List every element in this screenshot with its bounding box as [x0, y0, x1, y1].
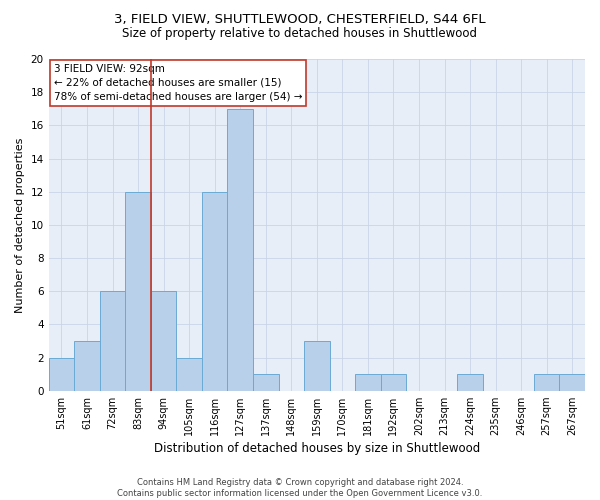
Bar	[253, 374, 278, 390]
Bar	[534, 374, 559, 390]
Bar	[151, 291, 176, 390]
Bar	[227, 109, 253, 390]
Text: Size of property relative to detached houses in Shuttlewood: Size of property relative to detached ho…	[122, 28, 478, 40]
Bar	[202, 192, 227, 390]
Bar	[559, 374, 585, 390]
X-axis label: Distribution of detached houses by size in Shuttlewood: Distribution of detached houses by size …	[154, 442, 480, 455]
Bar	[74, 341, 100, 390]
Bar	[304, 341, 329, 390]
Bar	[125, 192, 151, 390]
Bar	[49, 358, 74, 390]
Bar	[100, 291, 125, 390]
Text: 3, FIELD VIEW, SHUTTLEWOOD, CHESTERFIELD, S44 6FL: 3, FIELD VIEW, SHUTTLEWOOD, CHESTERFIELD…	[114, 12, 486, 26]
Bar	[355, 374, 380, 390]
Text: Contains HM Land Registry data © Crown copyright and database right 2024.
Contai: Contains HM Land Registry data © Crown c…	[118, 478, 482, 498]
Y-axis label: Number of detached properties: Number of detached properties	[15, 137, 25, 312]
Bar	[176, 358, 202, 390]
Bar	[380, 374, 406, 390]
Text: 3 FIELD VIEW: 92sqm
← 22% of detached houses are smaller (15)
78% of semi-detach: 3 FIELD VIEW: 92sqm ← 22% of detached ho…	[54, 64, 302, 102]
Bar	[457, 374, 483, 390]
